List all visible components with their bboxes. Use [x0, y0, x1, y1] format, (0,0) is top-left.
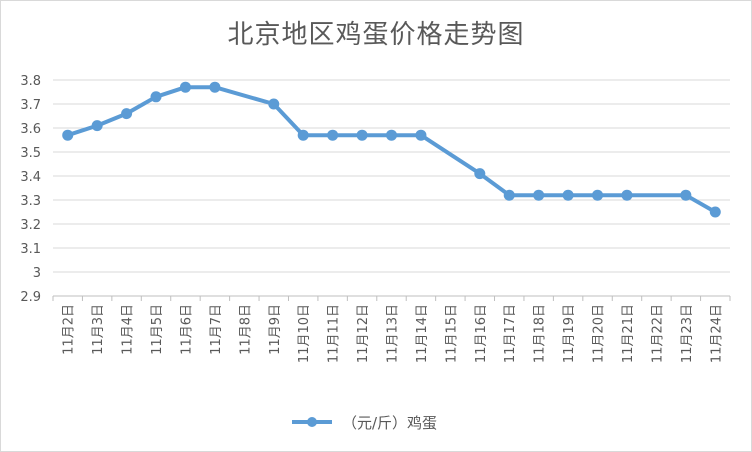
data-point — [91, 120, 103, 132]
data-point — [209, 81, 221, 93]
x-tick-label: 11月14日 — [415, 304, 430, 363]
y-tick-label: 3.7 — [20, 98, 41, 113]
data-point — [62, 129, 74, 141]
data-point — [268, 98, 280, 110]
x-tick-label: 11月7日 — [209, 304, 224, 355]
data-point — [680, 189, 692, 201]
x-tick-label: 11月6日 — [179, 304, 194, 355]
data-point — [297, 129, 309, 141]
legend-line-marker — [292, 417, 332, 427]
x-tick-label: 11月5日 — [150, 304, 165, 355]
x-tick-label: 11月21日 — [621, 304, 636, 363]
y-tick-label: 3.6 — [20, 122, 41, 137]
data-point — [709, 206, 721, 218]
x-tick-label: 11月15日 — [444, 304, 459, 363]
x-tick-label: 11月9日 — [268, 304, 283, 355]
y-tick-label: 3.3 — [20, 194, 41, 209]
x-tick-label: 11月17日 — [503, 304, 518, 363]
data-point — [150, 91, 162, 103]
chart-title: 北京地区鸡蛋价格走势图 — [227, 20, 525, 50]
data-point — [592, 189, 604, 201]
x-tick-label: 11月23日 — [680, 304, 695, 363]
x-tick-label: 11月3日 — [91, 304, 106, 355]
x-tick-label: 11月16日 — [474, 304, 489, 363]
data-point — [327, 129, 339, 141]
data-point — [415, 129, 427, 141]
x-tick-label: 11月18日 — [533, 304, 548, 363]
x-tick-label: 11月19日 — [562, 304, 577, 363]
data-point — [474, 168, 486, 180]
x-tick-label: 11月8日 — [238, 304, 253, 355]
data-point — [386, 129, 397, 141]
y-tick-label: 3.4 — [20, 170, 41, 185]
y-tick-label: 2.9 — [20, 290, 41, 305]
x-tick-label: 11月22日 — [650, 304, 665, 363]
data-point — [356, 129, 368, 141]
legend: （元/斤）鸡蛋 — [290, 410, 437, 434]
data-point — [621, 189, 633, 201]
x-tick-label: 11月24日 — [709, 304, 724, 363]
data-point — [121, 108, 133, 120]
x-tick-label: 11月4日 — [121, 304, 136, 355]
x-tick-label: 11月12日 — [356, 304, 371, 363]
data-point — [533, 189, 545, 201]
x-tick-label: 11月20日 — [592, 304, 607, 363]
data-point — [562, 189, 574, 201]
y-tick-label: 3.8 — [20, 74, 41, 89]
y-tick-label: 3.1 — [20, 242, 41, 257]
data-point — [503, 189, 515, 201]
data-point — [179, 81, 191, 93]
legend-label: （元/斤）鸡蛋 — [342, 413, 438, 432]
x-tick-label: 11月10日 — [297, 304, 312, 363]
y-tick-label: 3.5 — [20, 146, 41, 161]
x-tick-label: 11月11日 — [327, 304, 342, 363]
x-tick-label: 11月13日 — [386, 304, 401, 363]
y-tick-label: 3.2 — [20, 218, 41, 233]
x-tick-label: 11月2日 — [62, 304, 77, 355]
series-line — [65, 85, 718, 214]
y-tick-label: 3 — [33, 266, 41, 281]
